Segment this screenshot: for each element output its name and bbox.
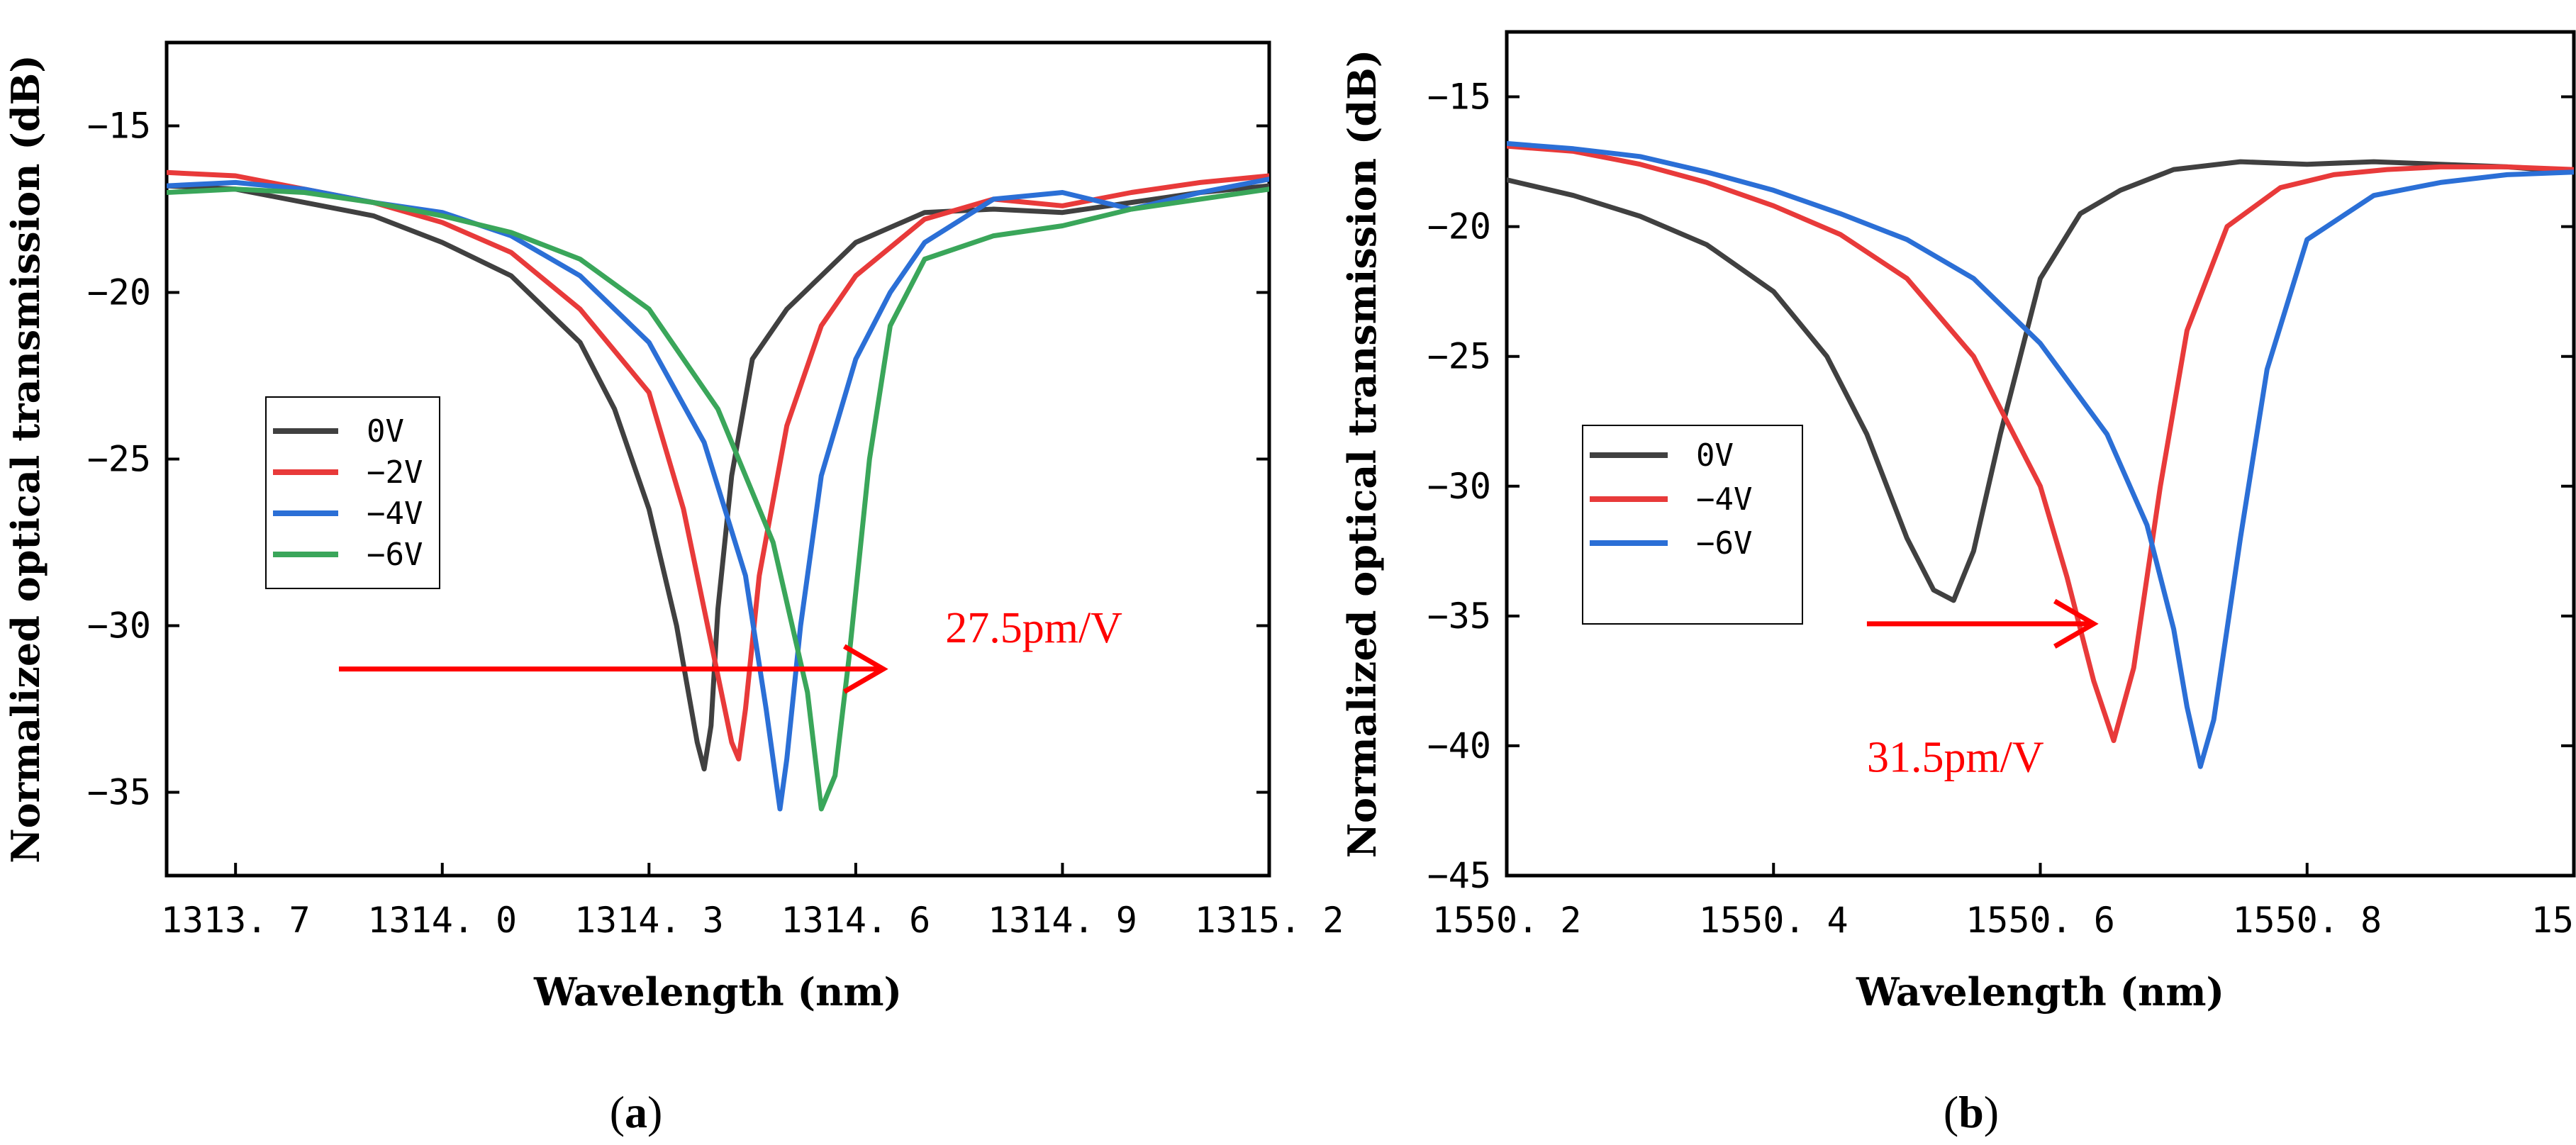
panel-label-letter: b (1958, 1087, 1984, 1137)
x-tick-label: 1314. 3 (574, 900, 724, 941)
y-tick-label: −20 (87, 272, 151, 313)
legend-label: 0V (367, 413, 404, 449)
legend-label: −6V (367, 537, 423, 573)
y-tick-label: −30 (1427, 466, 1491, 507)
x-tick-label: 1550. 6 (1966, 900, 2115, 941)
x-tick-label: 1550. 4 (1699, 900, 1849, 941)
x-tick-label: 1550. 8 (2232, 900, 2382, 941)
legend-label: −6V (1696, 525, 1752, 562)
x-tick-label: 1314. 0 (367, 900, 517, 941)
series-line-neg4V (1507, 143, 2574, 744)
panel-label-letter: a (625, 1087, 647, 1137)
legend-label: −4V (367, 496, 423, 532)
legend-label: −2V (367, 454, 423, 491)
y-tick-label: −15 (87, 106, 151, 147)
series-line-neg2V (167, 169, 1269, 761)
x-tick-label: 1313. 7 (161, 900, 311, 941)
x-tick-label: 1314. 6 (781, 900, 931, 941)
shift-annotation: 31.5pm/V (1867, 734, 2044, 782)
series-line-neg6V (167, 186, 1269, 812)
y-tick-label: −25 (87, 439, 151, 480)
panel-label-close: ) (647, 1087, 662, 1137)
y-tick-label: −30 (87, 605, 151, 647)
shift-arrow-head (842, 644, 888, 694)
y-tick-label: −20 (1427, 206, 1491, 247)
x-tick-label: 1314. 9 (988, 900, 1137, 941)
series-line-neg6V (1507, 140, 2574, 769)
panel-label: (a) (610, 1087, 663, 1137)
y-axis-title: Normalized optical transmission (dB) (3, 55, 48, 864)
x-axis-title: Wavelength (nm) (1856, 969, 2224, 1015)
y-axis-title: Normalized optical transmission (dB) (1339, 50, 1385, 859)
panel-label-close: ) (1984, 1087, 1999, 1137)
y-tick-label: −15 (1427, 77, 1491, 118)
legend-label: −4V (1696, 481, 1752, 518)
shift-annotation: 27.5pm/V (945, 604, 1122, 652)
panel-a-chart: −15 −20 −25 −30 −35 1313. 7 1314. 0 1314. 3 1314… (3, 40, 1344, 1137)
y-tick-label: −25 (1427, 336, 1491, 377)
panel-label-open: ( (1944, 1087, 1958, 1137)
shift-arrow-head (2053, 598, 2099, 649)
y-tick-label: −35 (1427, 596, 1491, 637)
panel-label-open: ( (610, 1087, 625, 1137)
y-tick-label: −45 (1427, 855, 1491, 896)
legend-box (1582, 425, 1803, 625)
x-tick-label: 1315. 2 (1195, 900, 1344, 941)
x-axis-title: Wavelength (nm) (533, 969, 902, 1015)
y-tick-label: −40 (1427, 725, 1491, 766)
legend-label: 0V (1696, 437, 1734, 474)
series-line-0V (167, 183, 1269, 772)
series-line-0V (1507, 159, 2574, 603)
x-tick-label: 1551 (2531, 900, 2576, 941)
x-tick-label: 1550. 2 (1432, 900, 1582, 941)
y-tick-label: −35 (87, 772, 151, 813)
panel-label: (b) (1944, 1087, 1999, 1137)
